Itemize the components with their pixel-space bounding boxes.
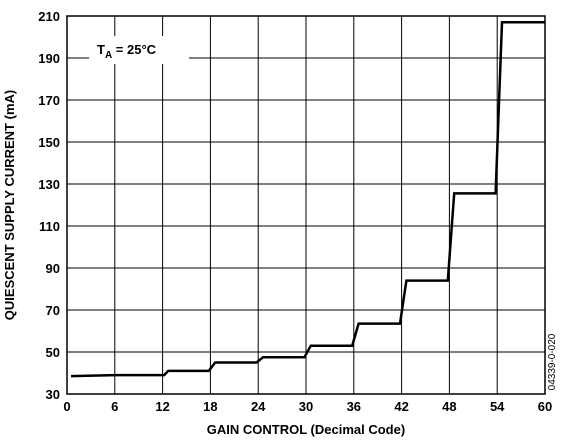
y-tick-label: 70 — [46, 303, 60, 318]
series-line — [70, 21, 545, 378]
annotation-background — [89, 36, 189, 64]
plot-frame — [66, 15, 546, 395]
x-tick-label: 24 — [251, 399, 266, 414]
annotation-subscript: A — [105, 50, 112, 61]
y-tick-label: 130 — [38, 177, 60, 192]
x-tick-label: 54 — [490, 399, 505, 414]
y-tick-label: 170 — [38, 93, 60, 108]
annotation-text: TA = 25°C — [97, 42, 157, 61]
y-tick-labels: 30 50 70 90 110 130 150 170 190 210 — [38, 9, 60, 402]
x-axis-label: GAIN CONTROL (Decimal Code) — [207, 422, 405, 437]
x-tick-label: 18 — [203, 399, 217, 414]
y-tick-label: 30 — [46, 387, 60, 402]
annotation-main: T — [97, 42, 105, 57]
figure-id: 04339-0-020 — [547, 333, 558, 390]
y-axis-label: QUIESCENT SUPPLY CURRENT (mA) — [2, 90, 17, 320]
y-tick-label: 150 — [38, 135, 60, 150]
y-tick-label: 210 — [38, 9, 60, 24]
annotation-rest: = 25°C — [112, 42, 156, 57]
x-tick-labels: 0 6 12 18 24 30 36 42 48 54 60 — [63, 399, 552, 414]
y-tick-label: 190 — [38, 51, 60, 66]
x-tick-label: 42 — [394, 399, 408, 414]
x-tick-label: 0 — [63, 399, 70, 414]
temperature-annotation: TA = 25°C — [89, 36, 189, 64]
x-tick-label: 12 — [155, 399, 169, 414]
x-tick-label: 60 — [538, 399, 552, 414]
y-tick-label: 90 — [46, 261, 60, 276]
x-tick-label: 6 — [111, 399, 118, 414]
x-tick-label: 36 — [347, 399, 361, 414]
grid — [66, 15, 546, 395]
x-tick-label: 30 — [299, 399, 313, 414]
y-tick-label: 50 — [46, 345, 60, 360]
x-tick-label: 48 — [442, 399, 456, 414]
y-tick-label: 110 — [39, 219, 60, 234]
series — [70, 21, 545, 378]
